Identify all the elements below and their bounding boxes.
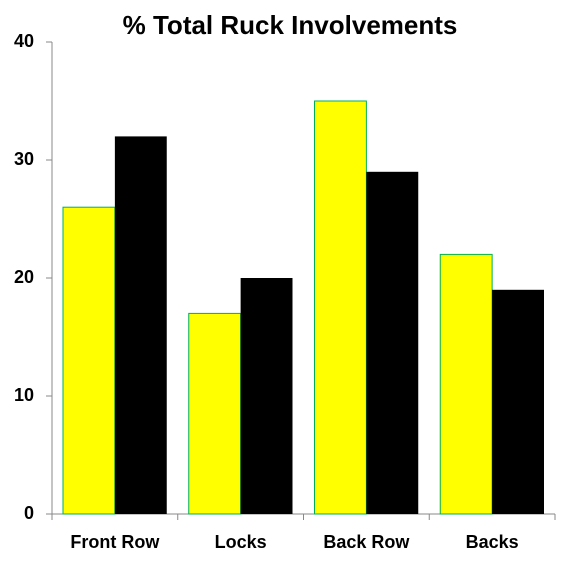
y-tick-label: 0 [24, 503, 34, 523]
bar [188, 312, 242, 515]
bar [366, 171, 419, 515]
bar [114, 136, 167, 514]
bar [439, 253, 493, 515]
y-tick-label: 10 [14, 385, 34, 405]
bar [492, 289, 544, 514]
x-tick-label: Locks [215, 532, 267, 552]
bar [240, 278, 293, 514]
x-tick-label: Back Row [323, 532, 410, 552]
y-tick-label: 40 [14, 31, 34, 51]
x-tick-label: Backs [466, 532, 519, 552]
y-tick-label: 30 [14, 149, 34, 169]
y-tick-label: 20 [14, 267, 34, 287]
chart-title: % Total Ruck Involvements [123, 10, 458, 40]
x-tick-label: Front Row [70, 532, 160, 552]
bar [314, 100, 367, 515]
bar [62, 206, 116, 515]
